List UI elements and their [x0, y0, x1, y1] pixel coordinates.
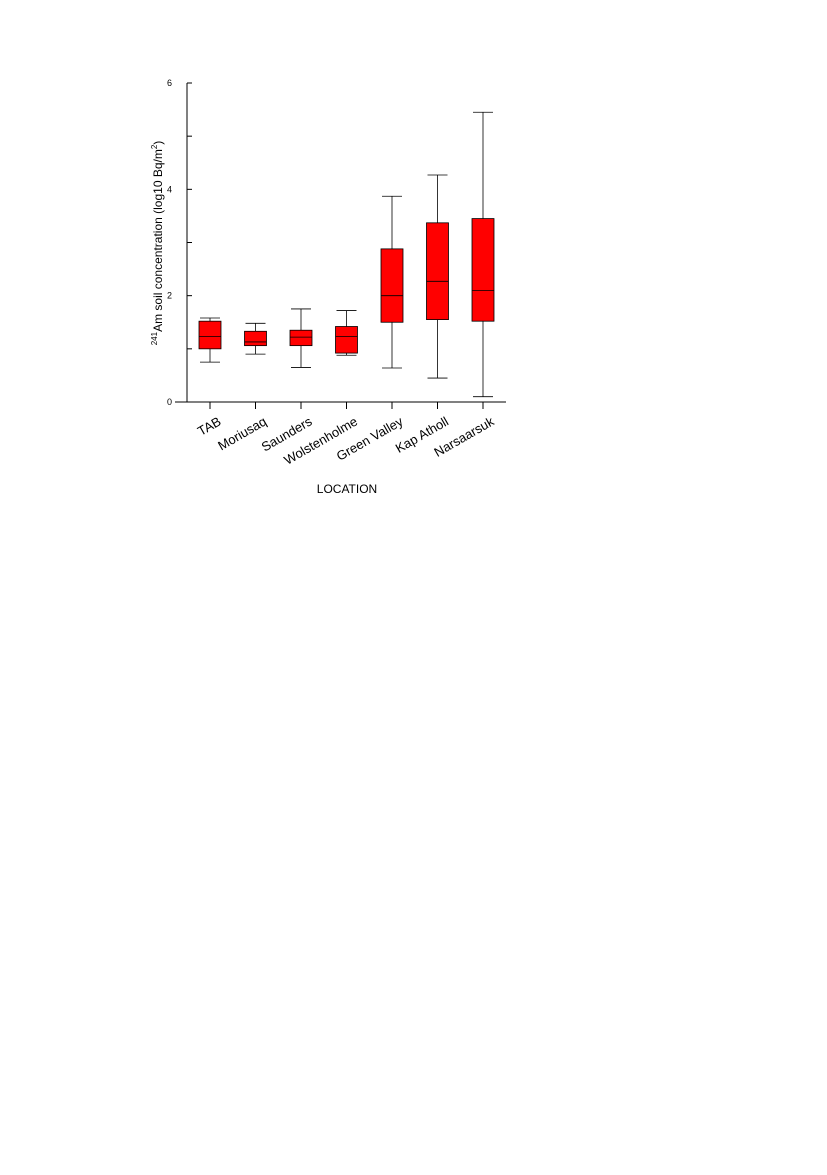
iqr-box: [335, 326, 358, 354]
iqr-box: [471, 218, 495, 322]
iqr-box: [380, 248, 404, 323]
y-axis-title-suffix: ): [151, 141, 165, 145]
y-tick-label: 4: [167, 184, 172, 194]
y-axis-title-isotope-superscript: 241: [150, 331, 159, 345]
iqr-box: [289, 329, 313, 347]
x-category-label: Moriusaq: [215, 414, 269, 454]
iqr-box: [244, 330, 267, 347]
iqr-box: [198, 320, 222, 350]
iqr-box: [426, 222, 449, 320]
y-tick-label: 0: [167, 397, 172, 407]
y-tick-label: 6: [167, 78, 172, 88]
box-group-saunders: Saunders: [259, 308, 315, 454]
y-axis-title-main: Am soil concentration (log10 Bq/m: [151, 149, 165, 332]
x-axis-title: LOCATION: [317, 482, 377, 496]
y-axis-title-unit-superscript: 2: [150, 144, 159, 149]
box-group-moriusaq: Moriusaq: [215, 322, 269, 454]
x-category-label: TAB: [195, 414, 224, 439]
box-group-tab: TAB: [195, 317, 224, 439]
y-axis-title: 241Am soil concentration (log10 Bq/m2): [150, 141, 165, 346]
y-tick-label: 2: [167, 291, 172, 301]
